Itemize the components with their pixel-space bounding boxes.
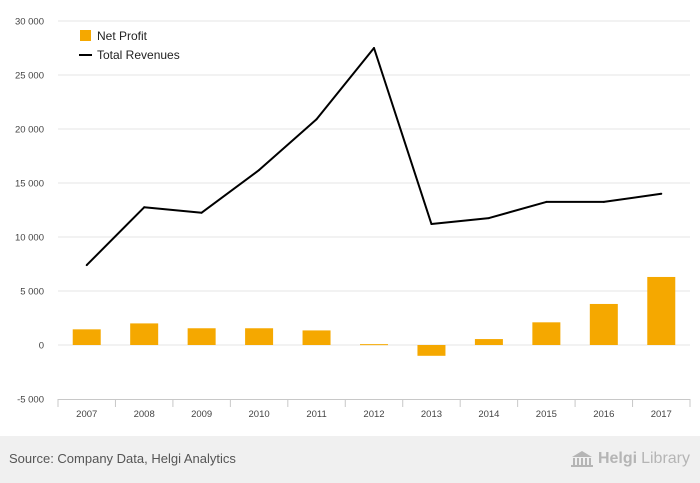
brand-name-first: Helgi	[597, 450, 638, 467]
chart: -5 000 0 5 000 10 000 15 000 20 000 25 000 30 0…	[15, 17, 691, 420]
bar	[130, 323, 159, 345]
x-tick-label: 2010	[249, 409, 270, 420]
x-tick-label: 2014	[478, 409, 499, 420]
y-axis-ticks: -5 000 0 5 000 10 000 15 000 20 000 25 000 30 0…	[15, 17, 44, 406]
brand-name-second: Library	[641, 450, 690, 467]
legend-swatch-net-profit	[80, 30, 91, 41]
gridlines	[58, 20, 690, 346]
library-building-icon	[570, 451, 593, 467]
brand-logo: Helgi Library	[570, 450, 690, 468]
y-tick-label: 5 000	[20, 287, 44, 298]
x-tick-label: 2011	[306, 409, 326, 420]
y-tick-label: 15 000	[15, 179, 44, 190]
bar	[474, 339, 503, 345]
line-point	[660, 192, 663, 195]
bar	[589, 303, 618, 345]
bar	[532, 322, 561, 345]
legend-label-net-profit: Net Profit	[97, 29, 148, 43]
y-tick-label: 10 000	[15, 233, 44, 244]
x-tick-label: 2012	[363, 409, 384, 420]
line-point	[373, 47, 375, 49]
bar	[647, 276, 676, 345]
legend-label-total-revenues: Total Revenues	[97, 48, 180, 62]
x-tick-label: 2007	[76, 409, 97, 420]
x-tick-label: 2017	[651, 409, 672, 420]
line-point	[200, 211, 203, 214]
y-tick-label: -5 000	[17, 395, 44, 406]
y-tick-label: 30 000	[15, 17, 44, 28]
y-tick-label: 0	[39, 341, 44, 352]
x-tick-label: 2008	[134, 409, 155, 420]
bar	[417, 345, 446, 356]
bar-series	[72, 276, 676, 356]
bar	[72, 329, 101, 345]
line-point	[258, 169, 261, 172]
y-tick-label: 20 000	[15, 125, 44, 136]
line-point	[487, 217, 490, 220]
x-tick-label: 2015	[536, 409, 557, 420]
y-tick-label: 25 000	[15, 71, 44, 82]
line-series	[85, 47, 663, 267]
x-tick-label: 2013	[421, 409, 442, 420]
bar	[302, 330, 331, 345]
bar	[187, 328, 216, 345]
line-point	[430, 223, 433, 226]
line-point	[545, 200, 548, 203]
bar	[360, 344, 388, 346]
line-point	[143, 206, 146, 209]
legend: Net Profit Total Revenues	[79, 29, 180, 62]
x-axis: 2007 2008 2009 2010 2011 2012 2013 2014 2015 2016…	[57, 399, 691, 420]
x-tick-label: 2016	[593, 409, 614, 420]
x-tick-label: 2009	[191, 409, 212, 420]
footer: Source: Company Data, Helgi Analytics He…	[0, 436, 700, 483]
line-point	[602, 200, 605, 203]
revenue-line	[86, 47, 662, 266]
line-point	[315, 118, 318, 121]
source-text: Source: Company Data, Helgi Analytics	[9, 451, 236, 466]
line-point	[85, 264, 88, 267]
bar	[245, 328, 274, 345]
